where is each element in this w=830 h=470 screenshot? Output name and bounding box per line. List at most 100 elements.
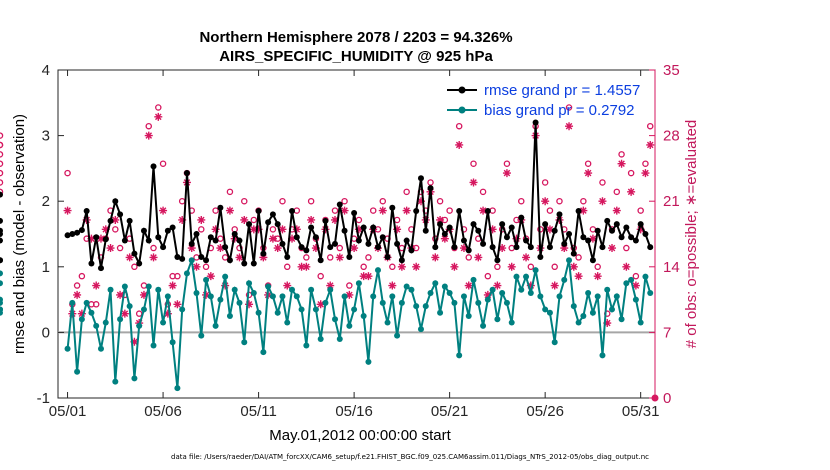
data-file-footer: data file: /Users/raeder/DAI/ATM_forcXX/… bbox=[171, 453, 649, 461]
obs-evaluated-point bbox=[627, 187, 636, 196]
obs-evaluated-point bbox=[488, 225, 497, 234]
obs-evaluated-point bbox=[259, 253, 268, 262]
rmse-point bbox=[88, 260, 95, 267]
rmse-point bbox=[169, 224, 176, 231]
bias-point bbox=[284, 319, 291, 326]
y-tick-label: 1 bbox=[42, 259, 50, 276]
bias-point bbox=[518, 286, 525, 293]
obs-evaluated-point bbox=[225, 206, 234, 215]
obs-evaluated-point bbox=[335, 253, 344, 262]
bias-point bbox=[241, 339, 248, 346]
obs-evaluated-point bbox=[144, 131, 153, 140]
obs-possible-point bbox=[150, 244, 157, 252]
bias-point bbox=[269, 293, 276, 300]
rmse-point bbox=[499, 221, 506, 228]
rmse-point bbox=[451, 244, 458, 251]
rmse-point bbox=[160, 244, 167, 251]
legend-bias-label: bias grand pr = 0.2792 bbox=[484, 102, 635, 119]
bias-point bbox=[83, 299, 90, 306]
bias-point bbox=[503, 299, 510, 306]
y-right-tick-label: 35 bbox=[663, 62, 680, 79]
rmse-point bbox=[0, 237, 3, 244]
bias-point bbox=[64, 345, 71, 352]
rmse-point bbox=[379, 234, 386, 241]
rmse-point bbox=[484, 208, 491, 215]
bias-point bbox=[537, 293, 544, 300]
bias-point bbox=[532, 267, 539, 274]
obs-evaluated-point bbox=[106, 244, 115, 253]
obs-possible-point bbox=[317, 272, 324, 280]
obs-possible-point bbox=[599, 179, 606, 186]
obs-evaluated-point bbox=[622, 262, 631, 271]
bias-point bbox=[370, 293, 377, 300]
obs-evaluated-point bbox=[646, 140, 655, 149]
bias-point bbox=[623, 280, 630, 287]
rmse-point bbox=[69, 231, 76, 237]
obs-possible-point bbox=[92, 301, 100, 308]
bias-point bbox=[312, 306, 319, 313]
plot-frame bbox=[57, 69, 656, 399]
obs-possible-point bbox=[465, 254, 472, 261]
obs-evaluated-point bbox=[569, 262, 578, 271]
obs-evaluated-point bbox=[240, 215, 249, 224]
obs-possible-point bbox=[369, 207, 377, 214]
obs-possible-point bbox=[250, 216, 258, 224]
bias-point bbox=[642, 273, 649, 280]
bias-point bbox=[246, 280, 253, 287]
bias-point bbox=[279, 293, 286, 300]
rmse-point bbox=[293, 234, 300, 241]
bias-point bbox=[413, 303, 420, 310]
obs-possible-point bbox=[279, 197, 286, 205]
plot-area: 05/01 05/06 05/11 05/16 05/21 05/26 05/31 -1 0 1 2… bbox=[0, 62, 680, 420]
obs-possible-point bbox=[283, 263, 291, 271]
bias-point bbox=[594, 293, 601, 300]
obs-possible-point bbox=[341, 197, 348, 205]
obs-possible-point bbox=[236, 244, 243, 252]
obs-evaluated-point bbox=[507, 262, 516, 271]
obs-possible-point bbox=[336, 244, 344, 252]
bias-point bbox=[647, 290, 654, 297]
x-tick-label: 05/21 bbox=[431, 403, 469, 420]
y-tick-label: -1 bbox=[37, 390, 50, 407]
bias-point bbox=[69, 299, 76, 306]
obs-possible-point bbox=[241, 197, 248, 205]
obs-evaluated-point bbox=[149, 253, 158, 262]
rmse-point bbox=[140, 227, 147, 234]
bias-point bbox=[0, 306, 3, 313]
obs-possible-point bbox=[226, 188, 234, 196]
y-tick-label: 4 bbox=[42, 62, 50, 79]
obs-evaluated-point bbox=[311, 244, 320, 253]
rmse-point bbox=[289, 208, 296, 215]
bias-point bbox=[150, 342, 157, 349]
rmse-point bbox=[394, 240, 401, 247]
y-axis-right-label: # of obs: o=possible; ∗=evaluated bbox=[683, 120, 700, 349]
obs-evaluated-point bbox=[221, 281, 230, 290]
obs-evaluated-point bbox=[307, 215, 316, 224]
rmse-point bbox=[78, 227, 85, 234]
obs-evaluated-point bbox=[340, 206, 349, 215]
legend-rmse-marker bbox=[458, 86, 466, 94]
rmse-point bbox=[97, 265, 104, 272]
rmse-point bbox=[117, 211, 124, 218]
rmse-point bbox=[446, 224, 453, 231]
obs-evaluated-point bbox=[455, 140, 464, 149]
rmse-point bbox=[527, 244, 534, 251]
obs-evaluated-point bbox=[211, 225, 220, 234]
obs-evaluated-point bbox=[474, 253, 483, 262]
obs-evaluated-point bbox=[154, 112, 163, 121]
bias-point bbox=[303, 342, 310, 349]
obs-possible-point bbox=[646, 122, 654, 130]
rmse-point bbox=[222, 244, 229, 251]
obs-evaluated-point bbox=[288, 234, 297, 243]
rmse-point bbox=[317, 257, 324, 264]
bias-point bbox=[188, 257, 195, 264]
obs-evaluated-point bbox=[245, 300, 254, 309]
rmse-point bbox=[131, 250, 138, 257]
rmse-point bbox=[494, 257, 501, 264]
obs-possible-point bbox=[556, 197, 563, 205]
obs-possible-point bbox=[494, 263, 501, 271]
rmse-point bbox=[255, 208, 262, 215]
obs-evaluated-point bbox=[77, 309, 86, 318]
bias-point bbox=[226, 313, 233, 319]
rmse-point bbox=[136, 260, 143, 267]
